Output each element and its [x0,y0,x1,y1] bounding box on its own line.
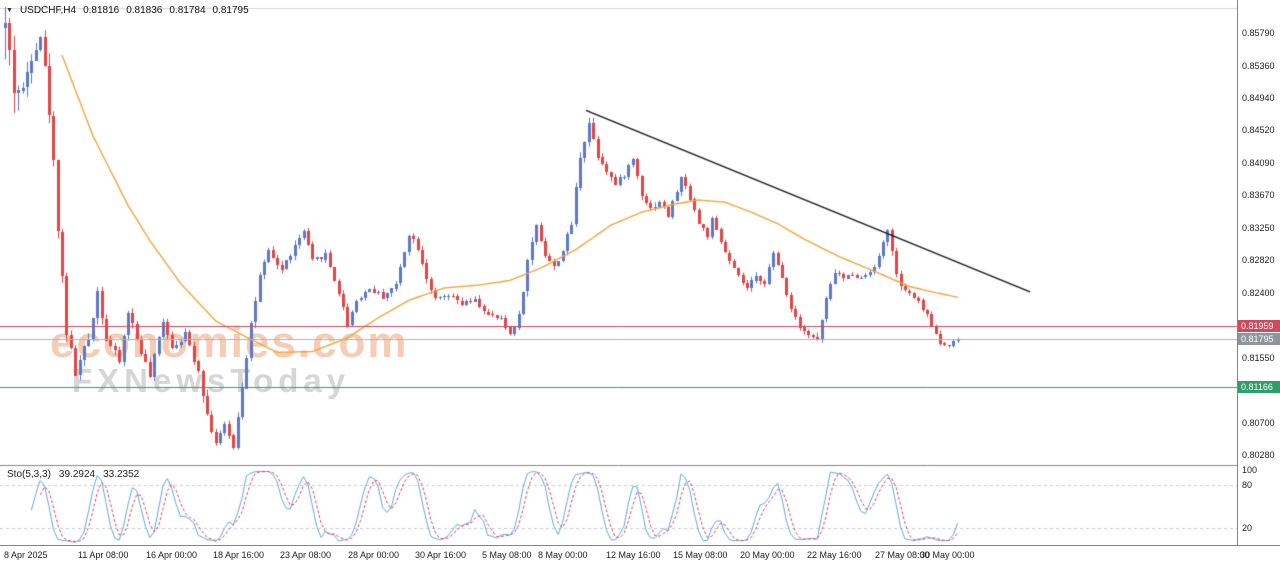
price-tick-label: 0.84940 [1242,93,1275,104]
symbol-ohlc-info: ▼ USDCHF,H4 0.81816 0.81836 0.81784 0.81… [6,5,249,16]
time-tick-label: 23 Apr 08:00 [280,550,332,560]
price-tick-label: 0.82400 [1242,287,1275,298]
time-tick-label: 5 May 08:00 [482,550,532,560]
support-price-label: 0.81166 [1238,381,1280,394]
price-tick-label: 0.85360 [1242,60,1275,71]
symbol-timeframe: USDCHF,H4 [19,5,77,16]
time-tick-label: 22 May 16:00 [807,550,862,560]
time-tick-label: 12 May 16:00 [606,550,661,560]
price-close: 0.81795 [212,5,249,16]
price-tick-label: 0.80700 [1242,417,1275,428]
price-tick-label: 0.84090 [1242,158,1275,169]
price-high: 0.81836 [126,5,163,16]
price-low: 0.81784 [169,5,206,16]
price-tick-label: 0.81550 [1242,352,1275,363]
time-axis[interactable]: 8 Apr 2025 11 Apr 08:00 16 Apr 00:00 18 Apr… [0,545,1280,567]
stochastic-k-value: 39.2924 [58,469,96,480]
time-tick-label: 20 May 00:00 [740,550,795,560]
stochastic-name: Sto(5,3,3) [7,469,51,480]
price-tick-label: 0.83250 [1242,222,1275,233]
time-tick-label: 18 Apr 16:00 [213,550,265,560]
stochastic-tick-label: 100 [1242,465,1258,475]
time-tick-label: 8 May 00:00 [538,550,588,560]
current-price-label: 0.81795 [1238,332,1280,345]
stochastic-d-value: 33.2352 [103,469,140,480]
price-tick-label: 0.83670 [1242,190,1275,201]
resistance-price-label: 0.81959 [1238,320,1280,333]
time-tick-label: 8 Apr 2025 [4,550,48,560]
price-tick-label: 0.80280 [1242,450,1275,461]
stochastic-tick-label: 20 [1242,523,1253,534]
price-tick-label: 0.82820 [1242,255,1275,266]
symbol-dropdown-icon[interactable]: ▼ [6,6,13,14]
price-tick-label: 0.85790 [1242,27,1275,38]
time-tick-label: 27 May 08:00 [875,550,930,560]
chart-canvas[interactable] [0,0,1237,545]
stochastic-label: Sto(5,3,3) 39.2924 33.2352 [7,469,139,480]
price-open: 0.81816 [83,5,120,16]
time-tick-label: 30 May 00:00 [920,550,975,560]
price-tick-label: 0.84520 [1242,125,1275,136]
price-axis[interactable]: 0.81959 0.81795 0.81166 0.85790 0.85360 0.… [1237,0,1280,545]
stochastic-tick-label: 80 [1242,479,1253,490]
time-tick-label: 30 Apr 16:00 [415,550,467,560]
time-tick-label: 28 Apr 00:00 [348,550,400,560]
time-tick-label: 11 Apr 08:00 [78,550,129,560]
time-tick-label: 15 May 08:00 [673,550,728,560]
time-tick-label: 16 Apr 00:00 [146,550,198,560]
